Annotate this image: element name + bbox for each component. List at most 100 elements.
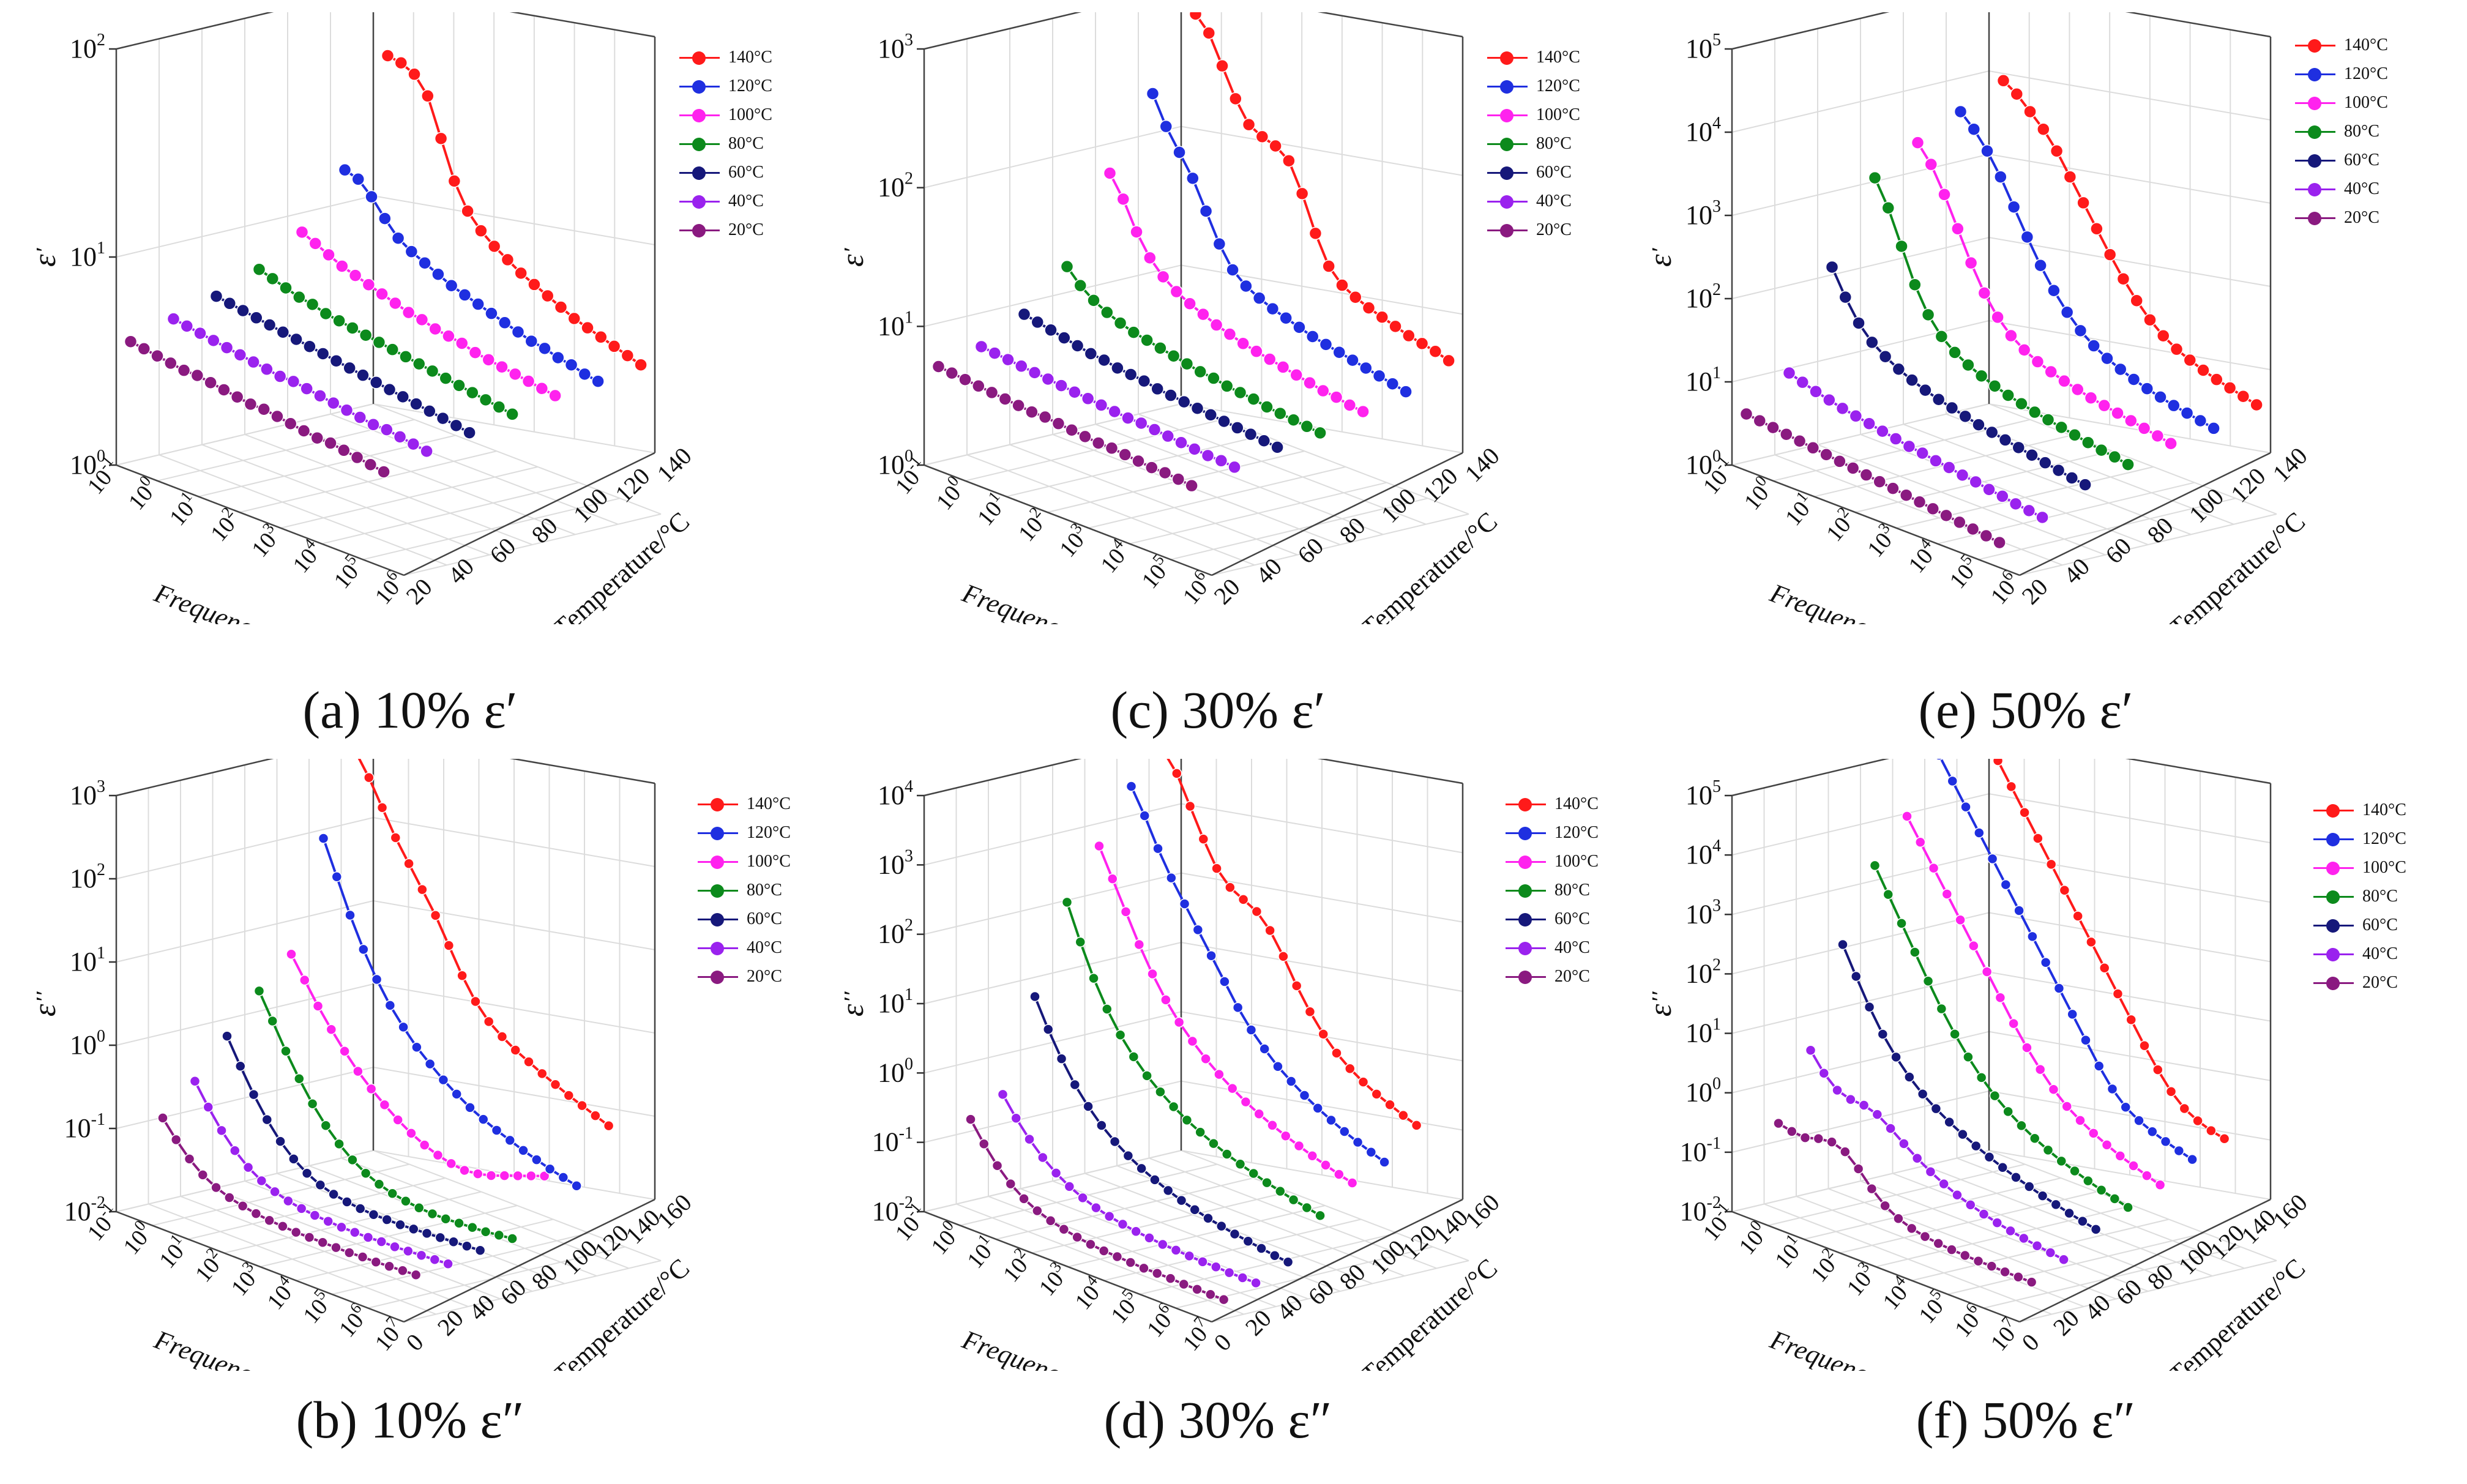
data-point: [368, 1209, 379, 1220]
data-point: [523, 1056, 534, 1067]
data-point: [286, 949, 297, 960]
data-point: [1058, 1224, 1070, 1235]
data-point: [1753, 414, 1767, 428]
data-point: [1015, 359, 1028, 373]
z-tick-label: 100: [878, 1054, 913, 1087]
z-tick-label: 104: [1685, 837, 1721, 870]
data-point: [1326, 1114, 1337, 1126]
legend-item: 120°C: [2295, 59, 2388, 88]
series-20°C: [124, 335, 390, 479]
data-point: [1166, 349, 1181, 363]
data-point: [373, 1179, 385, 1190]
data-point: [1184, 1250, 1195, 1262]
data-point: [1305, 330, 1319, 343]
data-point: [337, 444, 351, 457]
legend-swatch: [679, 223, 720, 237]
data-point: [1303, 376, 1316, 390]
data-point: [1251, 906, 1263, 917]
data-point: [1229, 1228, 1241, 1240]
data-point: [1895, 239, 1908, 253]
z-tick-label: 10-1: [64, 1110, 105, 1143]
data-point: [563, 1090, 575, 1101]
data-point: [2047, 283, 2061, 297]
data-point: [453, 1218, 465, 1229]
y-axis-label: ε″: [37, 990, 62, 1016]
legend-swatch: [1506, 970, 1546, 984]
data-point: [401, 305, 416, 319]
series-line: [1166, 759, 1417, 1127]
data-point: [1852, 316, 1865, 330]
data-point: [2137, 422, 2151, 435]
data-point: [362, 278, 376, 291]
data-point: [1876, 424, 1889, 438]
data-point: [1739, 407, 1753, 421]
data-point: [376, 1236, 387, 1247]
data-point: [1991, 310, 2004, 324]
data-point: [1072, 1231, 1083, 1243]
data-point: [1263, 352, 1277, 366]
z-tick-labels: 100 101 102 103: [878, 31, 924, 480]
data-point: [1301, 1202, 1313, 1214]
legend-swatch: [2295, 154, 2335, 168]
data-point: [466, 386, 479, 400]
data-point: [1173, 1016, 1185, 1028]
series-40°C: [1782, 366, 2049, 524]
series-group: [1773, 759, 2230, 1288]
data-point: [329, 354, 343, 368]
x-tick-label: 100: [1731, 1217, 1774, 1259]
data-point: [1122, 1150, 1134, 1161]
x-tick-label: 100: [924, 1217, 966, 1259]
legend-item: 40°C: [2313, 939, 2406, 968]
data-point: [581, 321, 594, 335]
data-point: [2093, 1061, 2105, 1072]
data-point: [988, 346, 1002, 360]
data-point: [1299, 1090, 1310, 1101]
series-100°C: [1902, 811, 2166, 1191]
data-point: [2039, 456, 2052, 469]
data-point: [1100, 305, 1114, 319]
data-point: [1185, 479, 1198, 493]
data-point: [2013, 1271, 2024, 1283]
legend-swatch: [2313, 976, 2354, 990]
legend-swatch: [698, 797, 738, 811]
data-point: [308, 237, 323, 250]
data-point: [578, 367, 592, 381]
data-point: [389, 1241, 400, 1253]
data-point: [326, 1024, 337, 1035]
data-point: [998, 392, 1012, 406]
data-point: [365, 1083, 377, 1095]
data-point: [1948, 346, 1961, 359]
temperature-tick-label: 20: [1240, 1304, 1277, 1341]
data-point: [2041, 413, 2055, 427]
data-point: [309, 1210, 321, 1221]
data-point: [539, 1170, 550, 1182]
data-point: [1226, 263, 1239, 277]
data-point: [1147, 968, 1158, 980]
data-point: [1845, 1094, 1856, 1105]
data-point: [1965, 1199, 1976, 1210]
data-point: [1184, 800, 1196, 812]
data-point: [304, 1232, 315, 1243]
data-point: [1878, 349, 1892, 364]
data-point: [1061, 897, 1073, 908]
data-point: [2019, 807, 2030, 818]
data-point: [1196, 307, 1210, 321]
data-point: [203, 1102, 214, 1113]
x-tick-label: 106: [1947, 1299, 1990, 1342]
temperature-tick-label: 80: [526, 1258, 563, 1295]
data-point: [1987, 853, 1998, 865]
data-point: [2133, 1115, 2144, 1126]
data-point: [2048, 1084, 2059, 1095]
legend-label: 80°C: [1536, 133, 1572, 153]
x-axis-label: Frequence/Hz: [150, 1324, 303, 1371]
x-axis-label: Frequence/Hz: [958, 578, 1111, 624]
legend-item: 120°C: [1506, 818, 1599, 847]
data-point: [1170, 1245, 1182, 1256]
data-point: [1143, 251, 1157, 265]
data-point: [2141, 1170, 2152, 1181]
data-point: [2088, 1128, 2099, 1139]
x-axis-label: Frequence/Hz: [1766, 1324, 1919, 1371]
data-point: [1930, 1103, 1942, 1114]
legend-item: 20°C: [1487, 215, 1580, 244]
data-point: [1145, 461, 1159, 474]
